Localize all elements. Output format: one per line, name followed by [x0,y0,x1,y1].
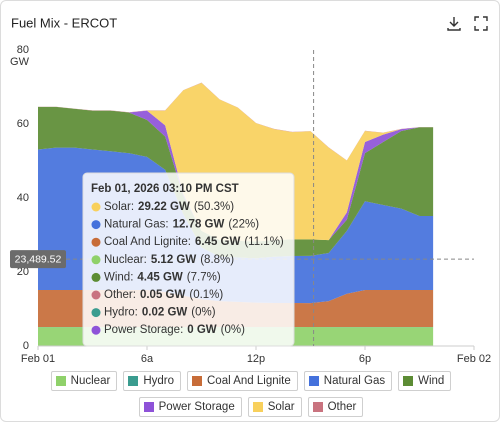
legend-label: Coal And Lignite [207,375,291,387]
y-unit: GW [10,56,30,68]
tooltip-percent: (7.7%) [187,271,221,283]
legend-label: Other [327,401,357,413]
legend-item[interactable]: Wind [398,371,452,391]
legend-swatch [403,376,414,386]
tooltip-row: Power Storage: 0 GW (0%) [104,324,245,336]
legend-swatch [128,376,139,386]
area [38,82,434,242]
tooltip-percent: (0%) [221,324,245,336]
legend-label: Power Storage [158,401,235,413]
x-tick-label: Feb 02 [457,353,491,365]
tooltip-dot [91,220,101,230]
y-tick-label: 0 [23,340,29,352]
legend-item[interactable]: Other [307,397,364,417]
tooltip-row: Hydro: 0.02 GW (0%) [104,307,216,319]
tooltip-percent: (8.8%) [200,254,234,266]
legend-swatch [55,376,66,386]
tooltip-label: Power Storage: [104,324,183,336]
legend-item[interactable]: Power Storage [138,397,242,417]
tooltip-label: Hydro: [104,307,138,319]
tooltip-label: Natural Gas: [104,219,169,231]
tooltip-label: Wind: [104,271,133,283]
legend-swatch [192,376,202,386]
tooltip-box [82,172,295,347]
tooltip-row: Natural Gas: 12.78 GW (22%) [104,219,259,231]
legend-swatch [308,376,319,386]
tooltip-value: 6.45 GW [195,236,241,248]
tooltip-percent: (22%) [228,219,259,231]
tooltip-value: 12.78 GW [173,219,225,231]
legend-label: Hydro [143,375,174,387]
tooltip-percent: (11.1%) [244,236,284,248]
y-tick-label: 80 [17,44,29,56]
x-tick-label: 6a [141,353,154,365]
tooltip-value: 29.22 GW [138,201,190,213]
chart: Fuel Mix - ERCOT GW 0 20 40 60 80 Feb 01 6a 12p… [10,15,491,365]
legend-item[interactable]: Hydro [123,371,181,391]
tooltip-dot [91,255,101,265]
legend-label: Natural Gas [323,375,386,387]
y-tick-label: 20 [17,266,29,278]
crosshair-label-box [10,250,66,269]
download-icon[interactable] [447,17,461,31]
tooltip-value: 0.05 GW [140,289,186,301]
area [38,106,434,259]
tooltip-percent: (50.3%) [194,201,234,213]
x-tick-label: 12p [247,353,265,365]
tooltip-title: Feb 01, 2026 03:10 PM CST [91,183,239,195]
y-tick-label: 60 [17,118,29,130]
tooltip-row: Nuclear: 5.12 GW (8.8%) [104,254,234,266]
tooltip-row: Coal And Lignite: 6.45 GW (11.1%) [104,236,284,248]
tooltip-dot [91,202,101,212]
tooltip-row: Wind: 4.45 GW (7.7%) [104,271,221,283]
tooltip-dot [91,272,101,282]
tooltip-value: 0.02 GW [142,307,188,319]
x-tick-label: Feb 01 [21,353,55,365]
legend-label: Nuclear [70,375,111,387]
legend-swatch [143,402,154,412]
crosshair-label: 23,489.52 [15,253,62,265]
legend: Nuclear Hydro Coal And Lignite Natural Gas W… [19,371,483,417]
fullscreen-icon[interactable] [474,16,488,31]
tooltip-row: Other: 0.05 GW (0.1%) [104,289,223,301]
tooltip-label: Solar: [104,201,134,213]
legend-swatch [252,402,263,412]
x-tick-label: 6p [359,353,371,365]
tooltip-value: 4.45 GW [137,271,183,283]
legend-label: Solar [267,401,295,413]
tooltip-label: Other: [104,289,136,301]
tooltip-value: 5.12 GW [151,254,197,266]
tooltip-label: Nuclear: [104,254,147,266]
tooltip-dot [91,325,101,335]
tooltip-dot [91,308,101,318]
legend-label: Wind [418,375,445,387]
tooltip-dot [91,237,101,247]
tooltip-label: Coal And Lignite: [104,236,191,248]
legend-item[interactable]: Solar [247,397,302,417]
legend-item[interactable]: Nuclear [50,371,118,391]
tooltip-row: Solar: 29.22 GW (50.3%) [104,201,234,213]
chart-title: Fuel Mix - ERCOT [11,15,117,30]
tooltip-percent: (0%) [191,307,215,319]
legend-item[interactable]: Coal And Lignite [187,371,298,391]
legend-item[interactable]: Natural Gas [303,371,393,391]
tooltip-dot [91,290,101,300]
y-tick-label: 40 [17,192,29,204]
legend-swatch [312,402,323,412]
tooltip-value: 0 GW [187,324,217,336]
tooltip-percent: (0.1%) [189,289,223,301]
